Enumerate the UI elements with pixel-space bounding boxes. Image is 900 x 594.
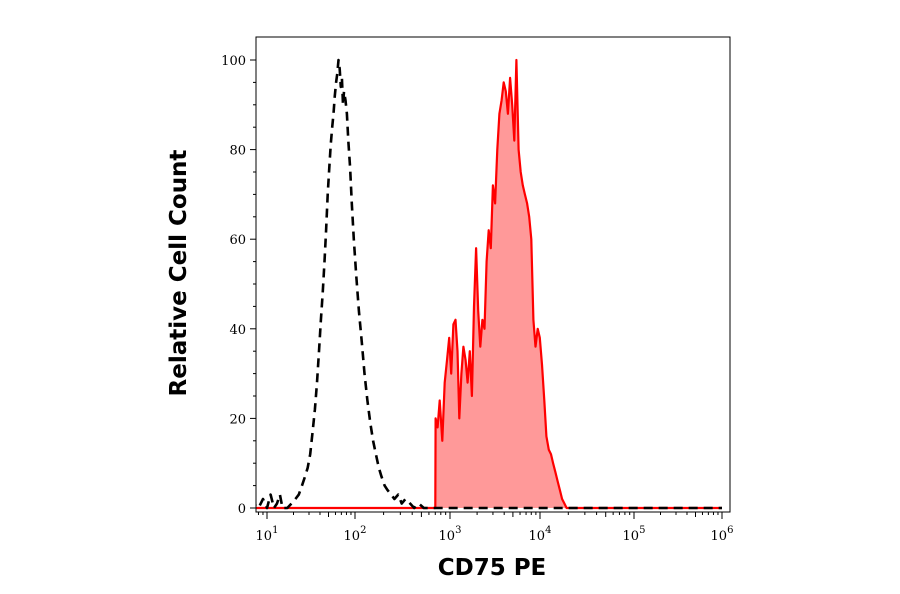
y-axis: 0 20 40 60 80 100 bbox=[221, 54, 256, 517]
x-tick-base: 10 bbox=[623, 529, 640, 544]
y-tick-label: 0 bbox=[238, 502, 246, 517]
x-tick-exponent: 4 bbox=[545, 525, 551, 536]
y-tick-label: 40 bbox=[229, 323, 246, 338]
x-tick-label: 106 bbox=[711, 525, 734, 544]
x-tick-base: 10 bbox=[529, 529, 546, 544]
series-line-filled bbox=[256, 58, 722, 510]
x-tick-exponent: 3 bbox=[455, 525, 461, 536]
x-tick-exponent: 6 bbox=[727, 525, 733, 536]
x-tick-exponent: 1 bbox=[272, 525, 278, 536]
series-group bbox=[256, 58, 722, 510]
x-tick-base: 10 bbox=[711, 529, 728, 544]
x-axis-title: CD75 PE bbox=[438, 555, 547, 581]
x-tick-label: 104 bbox=[529, 525, 552, 544]
x-tick-label: 101 bbox=[256, 525, 279, 544]
y-tick-label: 60 bbox=[229, 233, 246, 248]
x-axis: 101 102 103 104 105 106 bbox=[256, 512, 734, 544]
x-tick-base: 10 bbox=[256, 529, 273, 544]
x-tick-base: 10 bbox=[439, 529, 456, 544]
y-tick-label: 100 bbox=[221, 54, 246, 69]
y-axis-title: Relative Cell Count bbox=[166, 150, 192, 397]
series-area-fill bbox=[256, 60, 722, 508]
x-tick-base: 10 bbox=[344, 529, 361, 544]
x-tick-label: 102 bbox=[344, 525, 367, 544]
x-tick-label: 103 bbox=[439, 525, 462, 544]
series-line-dashed bbox=[256, 58, 722, 510]
y-tick-label: 20 bbox=[229, 412, 246, 427]
x-tick-exponent: 2 bbox=[360, 525, 366, 536]
x-tick-label: 105 bbox=[623, 525, 646, 544]
plot-series bbox=[256, 58, 722, 510]
y-tick-label: 80 bbox=[229, 144, 246, 159]
x-tick-exponent: 5 bbox=[639, 525, 645, 536]
